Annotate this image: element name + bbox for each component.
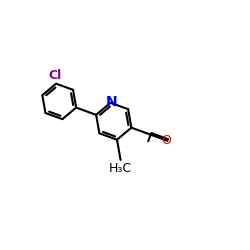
- Text: Cl: Cl: [48, 68, 61, 82]
- Text: N: N: [106, 95, 117, 109]
- Text: O: O: [161, 134, 171, 147]
- Text: H₃C: H₃C: [109, 162, 132, 175]
